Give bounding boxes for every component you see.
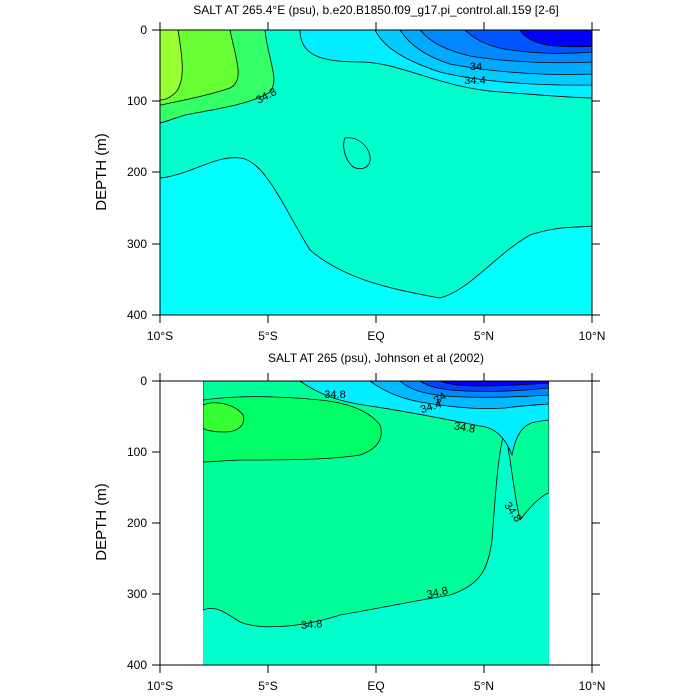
- panel-top-xtick-10N: 10°N: [579, 329, 606, 343]
- panel-top: SALT AT 265.4°E (psu), b.e20.B1850.f09_g…: [93, 3, 605, 343]
- panel-top-contours: [160, 30, 592, 315]
- panel-top-xtick-5N: 5°N: [474, 329, 494, 343]
- panel-top-ytick-100: 100: [127, 94, 147, 108]
- panel-top-ytick-200: 200: [127, 165, 147, 179]
- panel-bottom-xtick-labels: 10°S 5°S EQ 5°N 10°N: [147, 679, 605, 693]
- panel-top-ytick-400: 400: [127, 308, 147, 322]
- region-fresh-core: [519, 30, 592, 48]
- panel-top-ytick-300: 300: [127, 237, 147, 251]
- panel-bottom-xtick-10N: 10°N: [579, 679, 606, 693]
- panel-bottom-contour-label-7: 34.8: [301, 618, 323, 632]
- panel-bottom-contour-label-4: 34.8: [453, 420, 476, 436]
- panel-top-xtick-10S: 10°S: [147, 329, 173, 343]
- panel-top-title: SALT AT 265.4°E (psu), b.e20.B1850.f09_g…: [193, 3, 559, 17]
- panel-top-contour-label-2: 34: [470, 61, 482, 73]
- panel-top-ytick-labels: 0 100 200 300 400: [127, 23, 147, 322]
- panel-top-contour-label-3: 34.4: [464, 75, 485, 87]
- panel-top-ylabel: DEPTH (m): [93, 133, 110, 211]
- panel-bottom-xtick-10S: 10°S: [147, 679, 173, 693]
- panel-bottom-contours: [203, 381, 549, 665]
- panel-bottom-ytick-200: 200: [127, 516, 147, 530]
- panel-bottom-contour-label-1: 34.8: [324, 389, 345, 401]
- region-salty: [203, 396, 382, 463]
- panel-bottom-contour-label-6: 34.8: [426, 585, 449, 601]
- panel-bottom-ytick-300: 300: [127, 587, 147, 601]
- region-mid-patch: [343, 137, 371, 170]
- panel-bottom-xtick-EQ: EQ: [367, 679, 384, 693]
- panel-top-tickmarks: [152, 22, 600, 323]
- panel-bottom-xtick-5S: 5°S: [258, 679, 277, 693]
- panel-top-xtick-5S: 5°S: [258, 329, 277, 343]
- panel-top-xtick-EQ: EQ: [367, 329, 384, 343]
- panel-bottom-contour-label-2: 34: [432, 390, 449, 407]
- panel-bottom-ytick-labels: 0 100 200 300 400: [127, 374, 147, 672]
- region-saltiest: [203, 402, 245, 433]
- panel-bottom-title: SALT AT 265 (psu), Johnson et al (2002): [268, 351, 484, 365]
- panel-bottom-ytick-0: 0: [140, 374, 147, 388]
- panel-bottom-xtick-5N: 5°N: [474, 679, 494, 693]
- panel-bottom-ytick-100: 100: [127, 445, 147, 459]
- region-fresh-core: [439, 381, 549, 387]
- panel-top-xtick-labels: 10°S 5°S EQ 5°N 10°N: [147, 329, 605, 343]
- panel-top-ytick-0: 0: [140, 23, 147, 37]
- panel-bottom-ytick-400: 400: [127, 658, 147, 672]
- panel-bottom: SALT AT 265 (psu), Johnson et al (2002) …: [93, 351, 605, 693]
- panel-bottom-ylabel: DEPTH (m): [93, 483, 110, 561]
- region-mid: [160, 30, 592, 299]
- region-saltiest: [160, 30, 183, 101]
- panel-bottom-tickmarks: [152, 373, 600, 673]
